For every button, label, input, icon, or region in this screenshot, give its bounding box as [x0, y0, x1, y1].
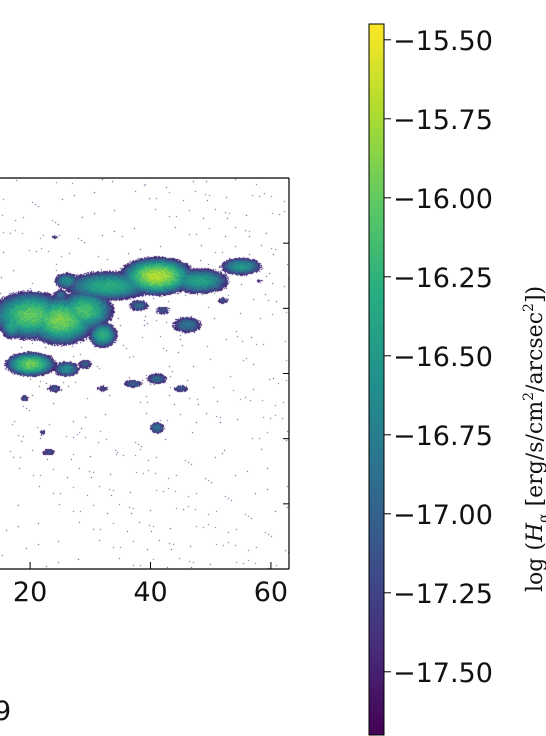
colorbar-tick-label: −15.75 [393, 105, 493, 136]
colorbar-tick-label: −17.00 [393, 500, 493, 531]
colorbar-tick-label: −15.50 [393, 26, 493, 57]
colorbar-tick-label: −16.00 [393, 184, 493, 215]
plot-frame [0, 177, 290, 570]
colorbar-gradient [368, 23, 385, 736]
x-axis: 20 40 60 [13, 562, 288, 608]
colorbar-label: log (Hα [erg/s/cm2/arcsec2]) [521, 286, 546, 592]
colorbar-ticks: −15.50 −15.75 −16.00 −16.25 −16.50 −16.75 −17.… [384, 26, 493, 689]
colorbar-tick-label: −16.25 [393, 263, 493, 294]
colorbar-tick-label: −17.25 [393, 579, 493, 610]
colorbar: −15.50 −15.75 −16.00 −16.25 −16.50 −16.75 −17.… [368, 23, 546, 736]
colorbar-tick-label: −16.50 [393, 342, 493, 373]
colorbar-tick-label: −16.75 [393, 421, 493, 452]
x-tick-label: 20 [13, 577, 47, 608]
heatmap-image [0, 178, 289, 569]
heatmap-plot-area: 20 40 60 [0, 177, 290, 608]
colorbar-tick-label: −17.50 [393, 658, 493, 689]
partial-tick-label: 9 [0, 696, 12, 727]
x-tick-label: 60 [254, 577, 288, 608]
x-tick-label: 40 [133, 577, 167, 608]
